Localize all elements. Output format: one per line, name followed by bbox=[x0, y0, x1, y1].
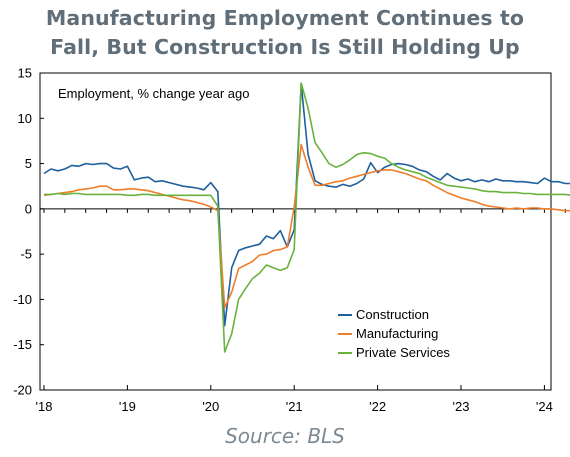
series-line-construction bbox=[43, 83, 570, 327]
source-note: Source: BLS bbox=[225, 424, 345, 448]
y-tick-label: 10 bbox=[18, 111, 32, 126]
legend-label-manufacturing: Manufacturing bbox=[356, 326, 438, 341]
y-tick-label: -5 bbox=[20, 247, 32, 262]
x-tick-label: '24 bbox=[536, 399, 553, 414]
x-tick-label: '19 bbox=[119, 399, 136, 414]
y-tick-label: 5 bbox=[25, 156, 32, 171]
legend-label-private-services: Private Services bbox=[356, 345, 450, 360]
chart-title-line-2: Fall, But Construction Is Still Holding … bbox=[50, 35, 520, 59]
y-tick-label: -20 bbox=[13, 383, 32, 398]
chart-title-line-1: Manufacturing Employment Continues to bbox=[45, 6, 525, 30]
x-tick-label: '22 bbox=[369, 399, 386, 414]
y-tick-label: -10 bbox=[13, 292, 32, 307]
x-tick-label: '20 bbox=[202, 399, 219, 414]
x-tick-label: '18 bbox=[36, 399, 53, 414]
plot-frame bbox=[39, 72, 552, 391]
x-tick-label: '23 bbox=[453, 399, 470, 414]
x-tick-label: '21 bbox=[286, 399, 303, 414]
series-line-manufacturing bbox=[43, 143, 570, 309]
y-tick-label: -15 bbox=[13, 337, 32, 352]
y-tick-label: 15 bbox=[18, 66, 32, 81]
chart-annotation: Employment, % change year ago bbox=[58, 86, 250, 101]
y-tick-label: 0 bbox=[25, 201, 32, 216]
series-line-private-services bbox=[44, 82, 570, 353]
legend-label-construction: Construction bbox=[356, 307, 429, 322]
